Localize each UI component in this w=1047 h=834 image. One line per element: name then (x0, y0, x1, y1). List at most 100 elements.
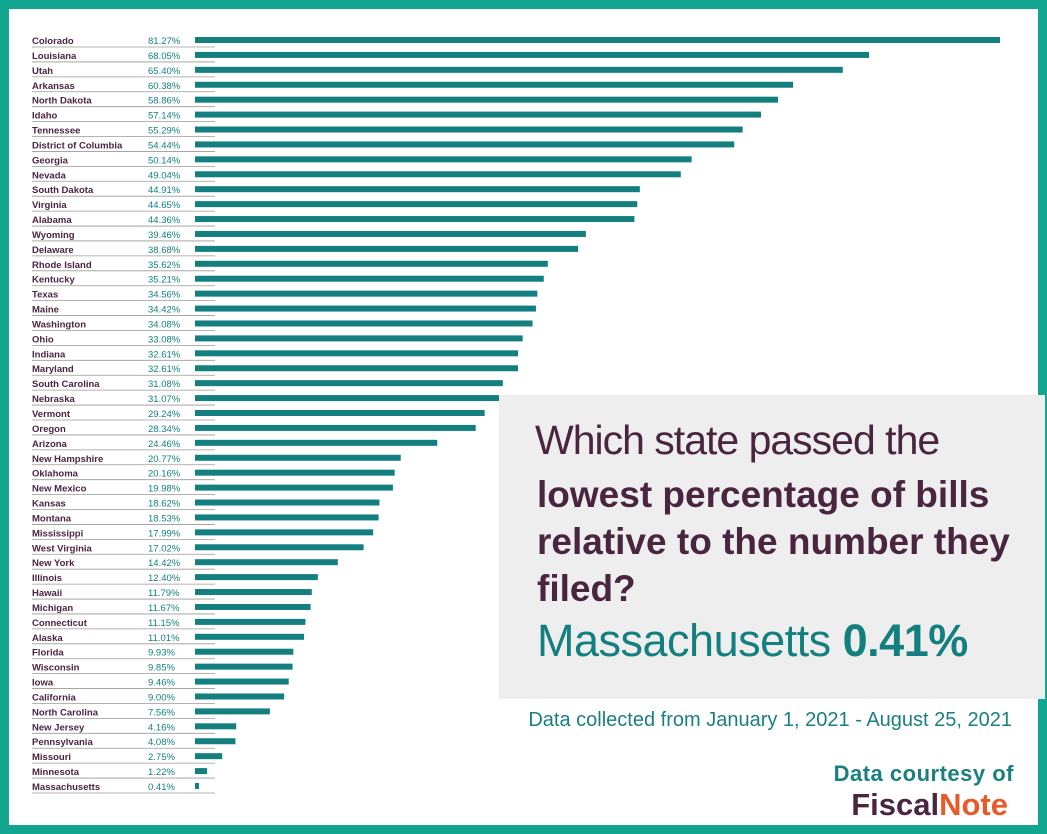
bar (195, 320, 533, 327)
state-label: Iowa (32, 678, 54, 689)
bar (195, 559, 338, 566)
bar (195, 633, 305, 640)
value-label: 49.04% (148, 170, 181, 181)
bar (195, 738, 236, 745)
logo-note: Note (939, 787, 1008, 822)
bar (195, 365, 519, 372)
bar (195, 156, 692, 163)
state-label: Idaho (32, 111, 58, 122)
value-label: 31.08% (148, 379, 181, 390)
question-bold: lowest percentage of bills relative to t… (537, 474, 1010, 609)
bar (195, 275, 544, 282)
value-label: 9.93% (148, 648, 175, 659)
bar (195, 678, 289, 685)
state-label: Massachusetts (32, 782, 100, 793)
state-label: Nebraska (32, 394, 75, 405)
state-label: Connecticut (32, 618, 88, 629)
value-label: 44.91% (148, 185, 181, 196)
state-label: Washington (32, 319, 86, 330)
state-label: Vermont (32, 409, 71, 420)
logo-fiscal: Fiscal (851, 787, 940, 822)
value-label: 17.99% (148, 528, 181, 539)
state-label: Florida (32, 648, 64, 659)
state-label: South Carolina (32, 379, 100, 390)
value-label: 18.53% (148, 513, 181, 524)
state-label: West Virginia (32, 543, 93, 554)
bar (195, 663, 293, 670)
value-label: 2.75% (148, 752, 175, 763)
value-label: 39.46% (148, 230, 181, 241)
bar (195, 290, 538, 297)
state-label: Michigan (32, 603, 73, 614)
state-label: Arkansas (32, 81, 75, 92)
bar (195, 335, 523, 342)
state-label: Alaska (32, 633, 63, 644)
bar (195, 439, 438, 446)
answer-value: 0.41% (842, 615, 969, 666)
bar (195, 544, 364, 551)
answer: Massachusetts 0.41% (537, 615, 968, 667)
state-label: Mississippi (32, 528, 83, 539)
bar (195, 484, 393, 491)
value-label: 55.29% (148, 126, 181, 137)
value-label: 0.41% (148, 782, 175, 793)
state-label: Indiana (32, 349, 66, 360)
value-label: 44.36% (148, 215, 181, 226)
bar (195, 529, 374, 536)
value-label: 60.38% (148, 81, 181, 92)
value-label: 81.27% (148, 36, 181, 47)
state-label: Hawaii (32, 588, 62, 599)
value-label: 11.79% (148, 588, 180, 599)
value-label: 29.24% (148, 409, 181, 420)
value-label: 35.62% (148, 260, 181, 271)
answer-state: Massachusetts (537, 615, 831, 666)
value-label: 38.68% (148, 245, 181, 256)
value-label: 4.16% (148, 722, 175, 733)
state-label: New York (32, 558, 75, 569)
state-label: North Dakota (32, 96, 92, 107)
bar (195, 469, 395, 476)
callout-box (499, 395, 1045, 699)
bar (195, 514, 379, 521)
bar (195, 111, 761, 118)
state-label: Nevada (32, 170, 67, 181)
state-label: Utah (32, 66, 53, 77)
value-label: 14.42% (148, 558, 181, 569)
bar (195, 216, 635, 223)
value-label: 32.61% (148, 364, 181, 375)
bar (195, 305, 536, 312)
value-label: 50.14% (148, 155, 181, 166)
value-label: 11.15% (148, 618, 180, 629)
value-label: 9.85% (148, 663, 175, 674)
bar (195, 589, 312, 596)
bar (195, 171, 681, 178)
value-label: 24.46% (148, 439, 181, 450)
bar (195, 245, 579, 252)
bar (195, 37, 1000, 43)
value-label: 20.77% (148, 454, 181, 465)
value-label: 34.56% (148, 290, 181, 301)
bar (195, 753, 223, 760)
bar (195, 141, 735, 148)
bar (195, 380, 503, 387)
bar (195, 410, 485, 416)
state-label: Maine (32, 305, 59, 316)
bar (195, 66, 843, 73)
bar (195, 574, 318, 581)
fiscalnote-logo: FiscalNote (851, 787, 1008, 823)
value-label: 58.86% (148, 96, 181, 107)
state-label: Ohio (32, 334, 54, 345)
value-label: 1.22% (148, 767, 175, 778)
state-label: Montana (32, 513, 72, 524)
bar-chart: Colorado 81.27% Louisiana 68.05% Utah 65.40% A… (32, 36, 1000, 794)
state-label: Kentucky (32, 275, 75, 286)
state-label: Minnesota (32, 767, 80, 778)
bar (195, 723, 237, 730)
value-label: 4.08% (148, 737, 175, 748)
state-label: Delaware (32, 245, 74, 256)
value-label: 33.08% (148, 334, 181, 345)
bar (195, 201, 638, 208)
state-label: New Hampshire (32, 454, 103, 465)
value-label: 17.02% (148, 543, 181, 554)
value-label: 54.44% (148, 140, 181, 151)
